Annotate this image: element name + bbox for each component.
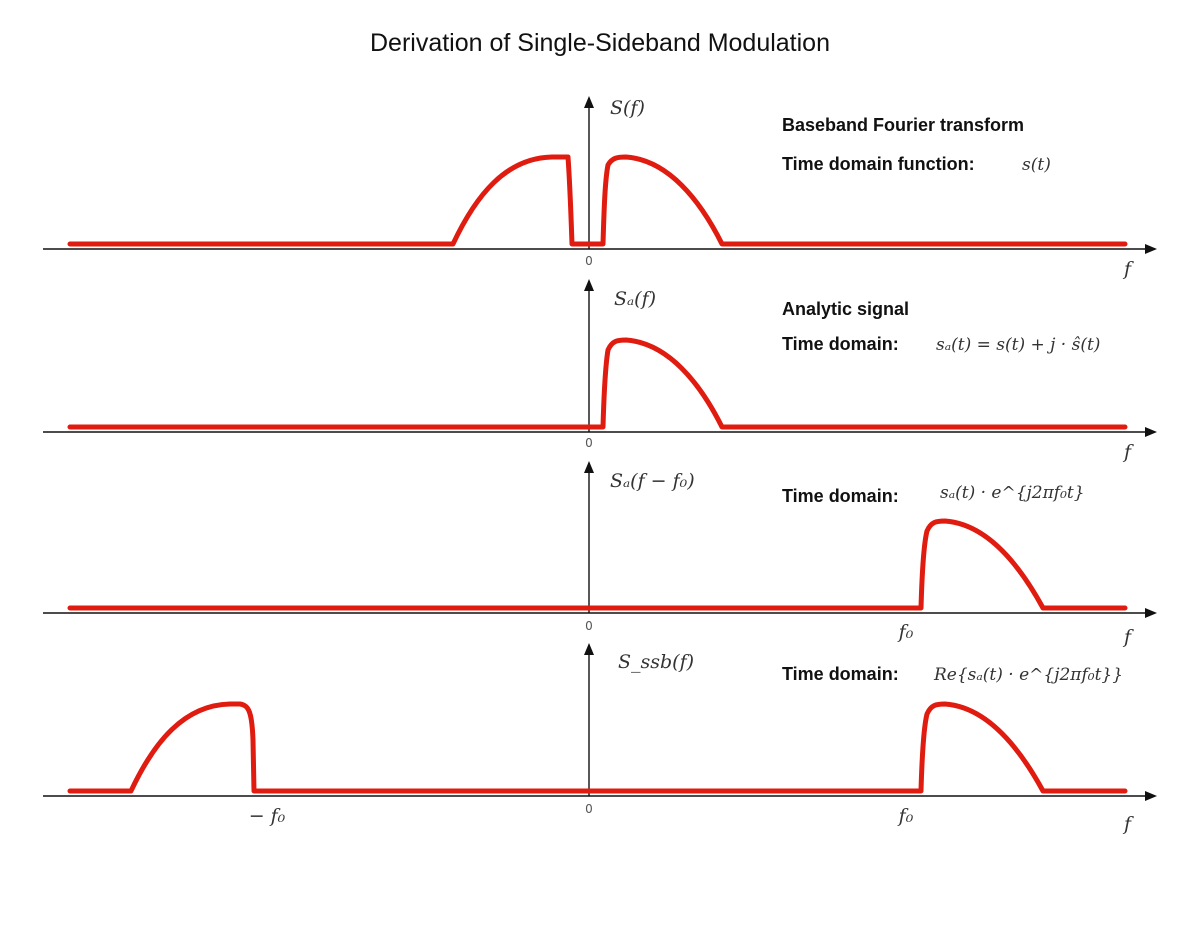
panel-1-x-label: f — [1122, 258, 1134, 280]
panel-1-zero-label: 0 — [585, 254, 593, 268]
panel-1-y-label: S(f) — [610, 97, 645, 119]
panel-4-y-label: S_ssb(f) — [618, 651, 694, 673]
panel-4-domain-label: Time domain: — [782, 664, 899, 684]
panel-1-spectrum-curve — [67, 154, 1128, 247]
panel-4-f0-label: f₀ — [897, 805, 914, 827]
panel-2-y-label: Sₐ(f) — [614, 288, 656, 310]
panel-4-spectrum-curve-negative — [67, 701, 1128, 794]
figure-title: Derivation of Single-Sideband Modulation — [370, 29, 830, 57]
panel-1-heading: Baseband Fourier transform — [782, 115, 1024, 135]
panel-4-formula: Re{sₐ(t) · e^{j2πf₀t}} — [933, 665, 1123, 685]
panel-2-zero-label: 0 — [585, 436, 593, 450]
panel-4-x-label: f — [1122, 813, 1134, 835]
panel-shifted: Sₐ(f − f₀) 0 f₀ f Time domain: sₐ(t) · e… — [43, 461, 1157, 648]
panel-2-heading: Analytic signal — [782, 299, 909, 319]
panel-3-formula: sₐ(t) · e^{j2πf₀t} — [940, 483, 1085, 503]
panel-baseband: S(f) 0 f Baseband Fourier transform Time… — [43, 96, 1157, 280]
panel-3-f0-label: f₀ — [897, 621, 914, 643]
panel-2-formula: sₐ(t) = s(t) + j · ŝ(t) — [936, 335, 1100, 355]
panel-3-domain-label: Time domain: — [782, 486, 899, 506]
panel-4-zero-label: 0 — [585, 802, 593, 816]
panel-3-zero-label: 0 — [585, 619, 593, 633]
panel-2-domain-label: Time domain: — [782, 334, 899, 354]
panel-1-domain-label: Time domain function: — [782, 154, 975, 174]
panel-4-neg-f0-label: − f₀ — [249, 805, 286, 827]
panel-3-x-label: f — [1122, 626, 1134, 648]
panel-2-spectrum-curve — [67, 337, 1128, 430]
panel-ssb: S_ssb(f) 0 − f₀ f₀ f Time domain: Re{sₐ(… — [43, 643, 1157, 835]
panel-1-formula: s(t) — [1022, 155, 1051, 175]
panel-3-y-label: Sₐ(f − f₀) — [610, 470, 695, 492]
panel-3-spectrum-curve — [67, 518, 1128, 611]
panel-analytic: Sₐ(f) 0 f Analytic signal Time domain: s… — [43, 279, 1157, 463]
panel-2-x-label: f — [1122, 441, 1134, 463]
